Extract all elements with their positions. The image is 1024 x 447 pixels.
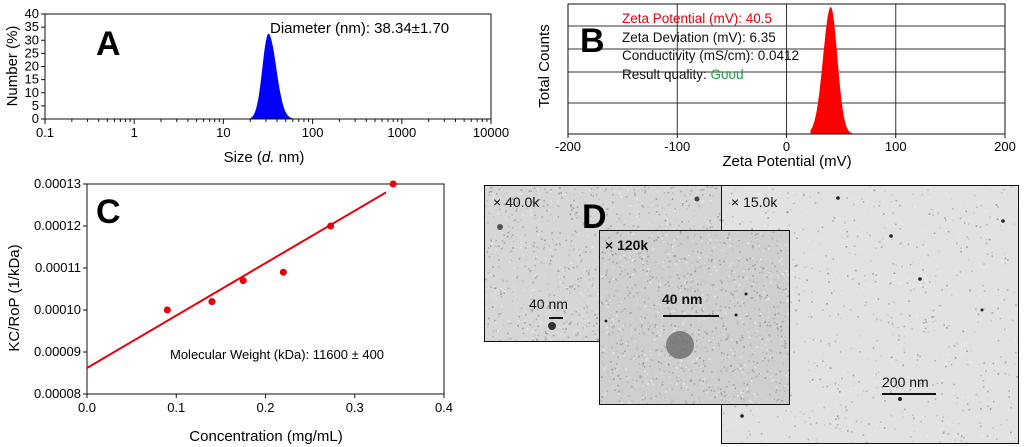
chart-b: -200 -100 0 100 200 B Zeta Potential (mV): 4…: [536, 3, 1016, 170]
chart-a-y-tick-label: 35: [25, 19, 39, 34]
chart-c-y-tick-label: 0.00013: [34, 176, 81, 191]
chart-a-y-tick-label: 40: [25, 6, 39, 21]
chart-c-annotation: Molecular Weight (kDa): 11600 ± 400: [170, 347, 384, 362]
chart-a-y-tick-label: 0: [32, 111, 39, 126]
chart-b-xlabel: Zeta Potential (mV): [722, 153, 851, 170]
micrograph-15k-scale-bar: [882, 393, 936, 395]
chart-c-xlabel: Concentration (mg/mL): [189, 428, 342, 445]
micrograph-15k-scale-label: 200 nm: [882, 374, 929, 390]
micrograph-40k-scale-label: 40 nm: [529, 296, 568, 312]
chart-b-anno-quality: Result quality: Good: [622, 67, 744, 82]
micrograph-particle: [497, 224, 503, 230]
chart-c-x-tick-label: 0.0: [78, 400, 96, 415]
micrograph-40k-magnification: × 40.0k: [493, 194, 540, 210]
chart-c-x-tick-label: 0.2: [256, 400, 274, 415]
chart-b-x-tick-label: 0: [783, 139, 790, 154]
chart-c-fit-line: [86, 191, 387, 369]
chart-b-x-tick-label: -200: [555, 139, 581, 154]
micrograph-particle: [666, 331, 694, 359]
chart-b-anno-conductivity: Conductivity (mS/cm): 0.0412: [622, 48, 799, 63]
micrograph-particle: [740, 414, 744, 418]
micrograph-particle: [898, 397, 902, 401]
micrograph-15k-magnification: × 15.0k: [731, 194, 778, 210]
chart-b-x-tick-label: 200: [994, 139, 1016, 154]
micrograph-particle: [889, 234, 893, 238]
chart-c-y-tick-label: 0.00008: [34, 386, 81, 401]
chart-b-anno-zeta: Zeta Potential (mV): 40.5: [622, 11, 772, 26]
panel-letter-b: B: [580, 22, 605, 60]
chart-b-anno-deviation: Zeta Deviation (mV): 6.35: [622, 30, 776, 45]
chart-b-series-peak: [810, 7, 855, 134]
chart-c-y-tick-label: 0.00009: [34, 344, 81, 359]
chart-c: 0.0 0.1 0.2 0.3 0.4 0.00008 0.00009 0.00010 0.00…: [6, 176, 453, 445]
chart-a-y-tick-label: 20: [25, 59, 39, 74]
chart-c-x-tick-label: 0.4: [435, 400, 453, 415]
micrograph-texture: [600, 231, 789, 404]
chart-a-y-tick-label: 10: [25, 85, 39, 100]
micrograph-120k-scale-label: 40 nm: [662, 291, 703, 307]
chart-c-ylabel: KC/RoP (1/kDa): [6, 244, 23, 351]
chart-a-x-tick-label: 0.1: [36, 125, 54, 140]
chart-c-y-tick-label: 0.00011: [35, 260, 81, 275]
chart-a-x-tick-label: 10: [216, 125, 230, 140]
panel-letter-d-wrap: D: [582, 198, 607, 236]
micrograph-particle: [734, 313, 738, 317]
chart-c-data-point: [279, 268, 287, 276]
micrograph-120k: × 120k 40 nm: [599, 230, 790, 405]
chart-c-data-point: [239, 277, 247, 285]
chart-a-xlabel: Size (d. nm): [224, 149, 305, 166]
chart-a-x-tick-label: 1000: [387, 125, 416, 140]
chart-c-x-tick-label: 0.1: [167, 400, 185, 415]
micrograph-40k-scale-bar: [549, 317, 563, 319]
chart-a-x-tick-label: 100: [302, 125, 324, 140]
chart-a-series-peak: [250, 33, 293, 120]
chart-b-x-tick-label: -100: [664, 139, 690, 154]
micrograph-particle: [744, 292, 748, 296]
chart-c-data-point: [208, 298, 216, 306]
chart-a-x-tick-label: 10000: [473, 125, 509, 140]
micrograph-particle: [980, 308, 984, 312]
chart-a-y-tick-label: 5: [32, 98, 39, 113]
chart-c-data-point: [327, 222, 335, 230]
panel-letter-d: D: [582, 198, 607, 236]
panel-letter-a: A: [96, 25, 121, 63]
chart-c-plot-frame: [86, 183, 445, 395]
chart-c-data-point: [163, 306, 171, 314]
micrograph-particle: [1001, 219, 1005, 223]
micrograph-120k-scale-bar: [663, 315, 719, 317]
micrograph-120k-magnification: × 120k: [605, 237, 649, 253]
chart-b-x-tick-label: 100: [885, 139, 907, 154]
chart-a-x-tick-label: 1: [131, 125, 138, 140]
micrograph-particle: [604, 319, 608, 323]
micrograph-particle: [694, 196, 700, 202]
chart-c-y-tick-label: 0.00012: [34, 218, 81, 233]
micrograph-particle: [548, 322, 556, 330]
chart-c-y-tick-label: 0.00010: [34, 302, 81, 317]
chart-a-y-tick-label: 25: [25, 45, 39, 60]
chart-a-y-tick-label: 15: [25, 72, 39, 87]
chart-a-ylabel: Number (%): [4, 26, 21, 107]
chart-a-annotation: Diameter (nm): 38.34±1.70: [270, 20, 449, 37]
chart-c-x-tick-label: 0.3: [346, 400, 364, 415]
micrograph-particle: [836, 196, 840, 200]
chart-a-y-tick-label: 30: [25, 32, 39, 47]
micrograph-particle: [918, 277, 922, 281]
chart-c-data-point: [389, 180, 397, 188]
panel-letter-c: C: [96, 193, 121, 231]
chart-b-ylabel: Total Counts: [536, 24, 553, 107]
